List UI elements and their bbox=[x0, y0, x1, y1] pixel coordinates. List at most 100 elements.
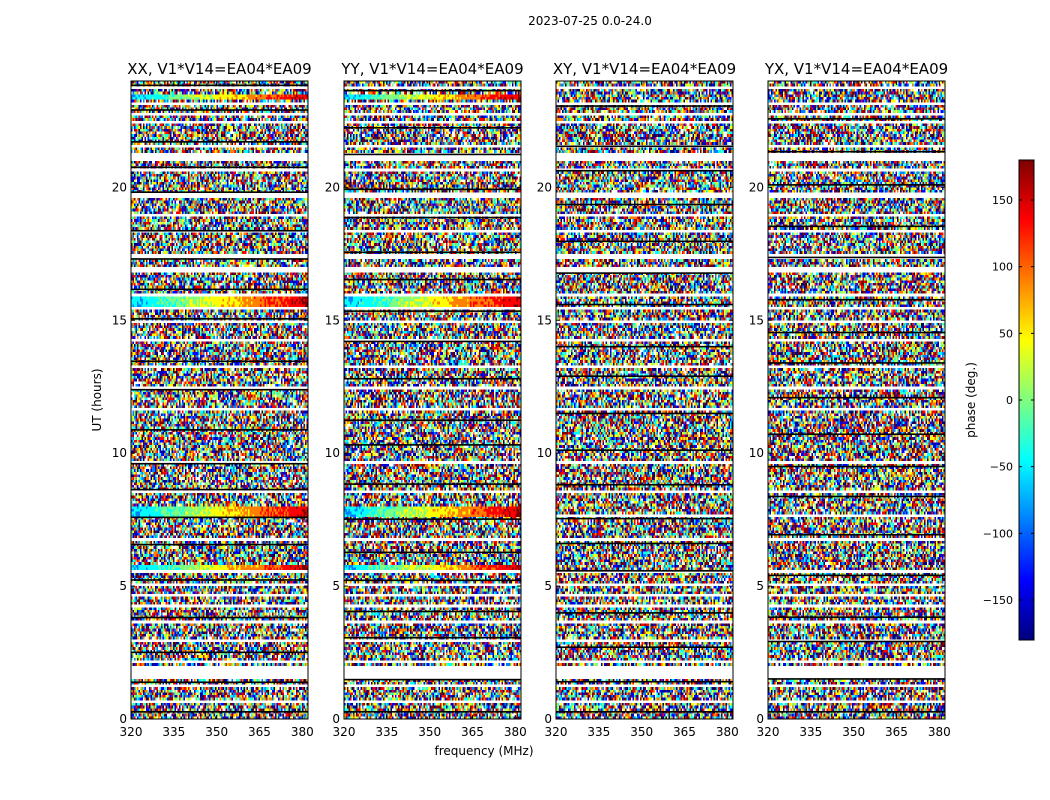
flag-boundary-line bbox=[344, 153, 521, 156]
panel-title-3: XY, V1*V14=EA04*EA09 bbox=[553, 60, 736, 78]
flag-boundary-line bbox=[131, 543, 308, 546]
x-tick-label: 380 bbox=[504, 725, 527, 739]
flag-boundary-line bbox=[556, 203, 733, 206]
colorbar-tick-label: 150 bbox=[992, 194, 1013, 207]
x-tick-label: 380 bbox=[716, 725, 739, 739]
x-tick-label: 365 bbox=[673, 725, 696, 739]
flag-boundary-line bbox=[768, 298, 945, 301]
flag-boundary-line bbox=[768, 678, 945, 680]
y-tick-label: 20 bbox=[749, 180, 764, 194]
x-tick-label: 335 bbox=[799, 725, 822, 739]
y-tick-label: 5 bbox=[332, 579, 340, 593]
x-tick-label: 365 bbox=[885, 725, 908, 739]
flag-boundary-line bbox=[344, 636, 521, 639]
panel-title-2: YY, V1*V14=EA04*EA09 bbox=[340, 60, 523, 78]
figure-title: 2023-07-25 0.0-24.0 bbox=[528, 14, 652, 28]
flag-boundary-line bbox=[768, 150, 945, 153]
x-tick-label: 335 bbox=[587, 725, 610, 739]
flag-boundary-line bbox=[344, 89, 521, 92]
y-tick-label: 0 bbox=[119, 712, 127, 726]
flag-boundary-line bbox=[131, 166, 308, 169]
flag-boundary-line bbox=[556, 542, 733, 545]
flag-boundary-line bbox=[131, 360, 308, 363]
flag-boundary-line bbox=[768, 533, 945, 536]
flag-boundary-line bbox=[131, 318, 308, 320]
flag-boundary-line bbox=[344, 278, 521, 281]
x-axis-label: frequency (MHz) bbox=[434, 744, 533, 758]
flag-boundary-line bbox=[556, 105, 733, 107]
flag-boundary-line bbox=[556, 375, 733, 377]
x-tick-label: 350 bbox=[630, 725, 653, 739]
x-tick-label: 350 bbox=[842, 725, 865, 739]
flag-boundary-line bbox=[131, 429, 308, 431]
colorbar-tick-label: −50 bbox=[990, 461, 1013, 474]
panel-frame-2 bbox=[343, 80, 522, 720]
y-tick-label: 10 bbox=[325, 446, 340, 460]
flag-boundary-line bbox=[344, 610, 521, 613]
flag-boundary-line bbox=[131, 616, 308, 619]
flag-boundary-line bbox=[556, 169, 733, 172]
x-tick-label: 335 bbox=[162, 725, 185, 739]
colorbar-tick-label: −100 bbox=[983, 527, 1013, 540]
flag-boundary-line bbox=[768, 465, 945, 468]
flag-boundary-line bbox=[131, 462, 308, 465]
x-tick-label: 380 bbox=[291, 725, 314, 739]
y-tick-label: 10 bbox=[112, 446, 127, 460]
flag-boundary-line bbox=[768, 256, 945, 259]
panel-title-4: YX, V1*V14=EA04*EA09 bbox=[764, 60, 948, 78]
colorbar-tick-label: 0 bbox=[1006, 394, 1013, 407]
y-tick-label: 20 bbox=[112, 180, 127, 194]
y-tick-label: 15 bbox=[325, 313, 340, 327]
flag-boundary-line bbox=[344, 579, 521, 582]
x-tick-label: 380 bbox=[928, 725, 951, 739]
flag-boundary-line bbox=[556, 272, 733, 274]
flag-boundary-line bbox=[344, 551, 521, 554]
flag-boundary-line bbox=[131, 229, 308, 232]
y-tick-label: 0 bbox=[332, 712, 340, 726]
y-tick-label: 15 bbox=[537, 313, 552, 327]
flag-boundary-line bbox=[131, 141, 308, 143]
flag-boundary-line bbox=[556, 412, 733, 415]
y-tick-label: 15 bbox=[112, 313, 127, 327]
phase-heatmap-3 bbox=[556, 81, 733, 719]
panel-frame-1 bbox=[130, 80, 309, 720]
x-tick-label: 320 bbox=[333, 725, 356, 739]
flag-boundary-line bbox=[344, 251, 521, 254]
flag-boundary-line bbox=[131, 84, 308, 87]
flag-boundary-line bbox=[344, 340, 521, 343]
flag-boundary-line bbox=[556, 303, 733, 306]
flag-boundary-line bbox=[768, 184, 945, 186]
flag-boundary-line bbox=[556, 570, 733, 572]
flag-boundary-line bbox=[344, 518, 521, 520]
flag-boundary-line bbox=[556, 711, 733, 713]
phase-heatmap-4 bbox=[768, 81, 945, 719]
flag-boundary-line bbox=[768, 574, 945, 577]
flag-boundary-line bbox=[344, 678, 521, 681]
flag-boundary-line bbox=[556, 646, 733, 648]
x-tick-label: 350 bbox=[418, 725, 441, 739]
panel-frame-3 bbox=[555, 80, 734, 720]
y-tick-label: 15 bbox=[749, 313, 764, 327]
x-tick-label: 365 bbox=[461, 725, 484, 739]
flag-boundary-line bbox=[556, 145, 733, 148]
colorbar-label: phase (deg.) bbox=[964, 362, 978, 438]
flag-boundary-line bbox=[344, 377, 521, 380]
flag-boundary-line bbox=[131, 288, 308, 291]
y-tick-label: 0 bbox=[544, 712, 552, 726]
y-tick-label: 5 bbox=[756, 579, 764, 593]
x-tick-label: 365 bbox=[248, 725, 271, 739]
panel-title-1: XX, V1*V14=EA04*EA09 bbox=[127, 60, 311, 78]
y-tick-label: 0 bbox=[756, 712, 764, 726]
flag-boundary-line bbox=[344, 310, 521, 312]
flag-boundary-line bbox=[131, 258, 308, 260]
flag-boundary-line bbox=[768, 396, 945, 399]
flag-boundary-line bbox=[344, 126, 521, 129]
flag-boundary-line bbox=[344, 483, 521, 485]
flag-boundary-line bbox=[131, 191, 308, 193]
flag-boundary-line bbox=[768, 225, 945, 228]
x-tick-label: 320 bbox=[757, 725, 780, 739]
flag-boundary-line bbox=[131, 109, 308, 111]
y-tick-label: 20 bbox=[537, 180, 552, 194]
y-tick-label: 10 bbox=[537, 446, 552, 460]
colorbar-tick-label: 50 bbox=[999, 327, 1013, 340]
